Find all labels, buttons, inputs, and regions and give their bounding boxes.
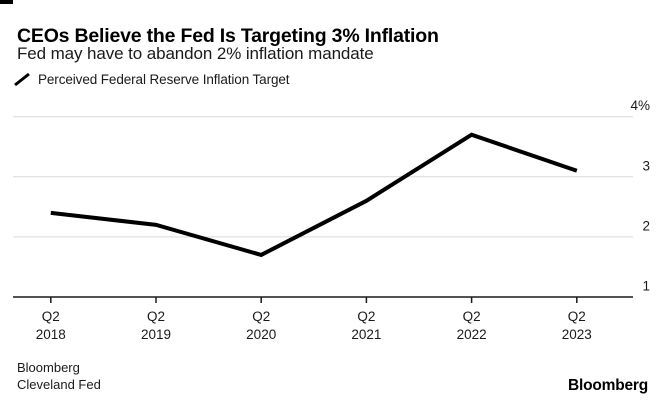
source-line-2: Cleveland Fed xyxy=(17,376,101,392)
x-tick-quarter-label: Q2 xyxy=(42,309,60,324)
chart-subtitle: Fed may have to abandon 2% inflation man… xyxy=(17,44,374,63)
x-tick-year-label: 2018 xyxy=(36,327,66,342)
x-tick-quarter-label: Q2 xyxy=(147,309,165,324)
y-axis-tick-label: 2 xyxy=(642,218,650,233)
legend: Perceived Federal Reserve Inflation Targ… xyxy=(14,71,290,87)
x-tick-quarter-label: Q2 xyxy=(252,309,270,324)
series-line xyxy=(50,132,578,258)
x-tick-quarter-label: Q2 xyxy=(357,309,375,324)
x-tick-year-label: 2020 xyxy=(246,327,276,342)
x-tick-quarter-label: Q2 xyxy=(463,309,481,324)
source-line-1: Bloomberg xyxy=(17,360,80,375)
source-note: Bloomberg Cleveland Fed xyxy=(17,360,101,393)
line-series-swatch-icon xyxy=(14,72,30,87)
legend-label: Perceived Federal Reserve Inflation Targ… xyxy=(38,71,290,87)
bloomberg-logo: Bloomberg xyxy=(567,377,648,394)
x-tick-year-label: 2019 xyxy=(141,327,171,342)
y-axis-tick-label: 3 xyxy=(642,158,650,173)
y-axis-tick-label: 1 xyxy=(642,279,650,294)
corner-mark xyxy=(0,0,13,4)
x-tick-year-label: 2021 xyxy=(351,327,381,342)
chart-title: CEOs Believe the Fed Is Targeting 3% Inf… xyxy=(17,25,439,47)
x-tick-quarter-label: Q2 xyxy=(568,309,586,324)
y-axis-tick-label: 4% xyxy=(630,98,650,113)
x-tick-year-label: 2023 xyxy=(562,327,592,342)
x-tick-year-label: 2022 xyxy=(457,327,487,342)
